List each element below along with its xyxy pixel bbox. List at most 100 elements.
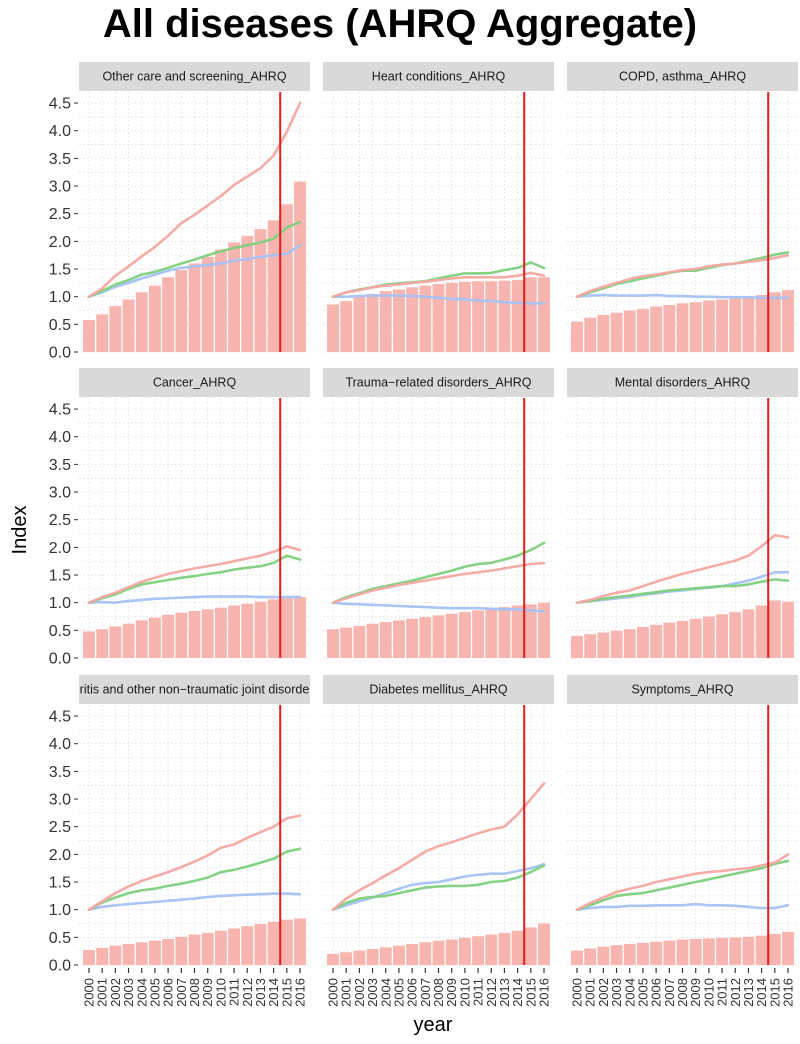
bar: [782, 290, 794, 352]
x-tick-label: 2007: [418, 978, 433, 1007]
bar: [623, 943, 636, 965]
panel-4: Cancer_AHRQ 0.0 0.5 1.0 1.5 2.0 2.5 3.0 3.5 4.0 4.…: [49, 368, 310, 668]
panel-strip: [567, 368, 798, 397]
bar: [538, 923, 550, 965]
bar: [650, 306, 663, 352]
bar: [96, 947, 109, 965]
panel-strip: [79, 368, 310, 397]
series-line-blue: [575, 902, 790, 912]
x-tick-label: 2009: [200, 978, 215, 1007]
bar: [188, 610, 201, 658]
bar: [524, 277, 537, 352]
x-tick-label: 2009: [444, 978, 459, 1007]
bar: [327, 953, 339, 965]
y-tick-label: 1.0: [49, 289, 71, 306]
panel-strip: [79, 675, 310, 704]
bar: [366, 623, 379, 658]
bar: [228, 242, 240, 352]
bar: [485, 281, 498, 352]
bar: [498, 280, 511, 352]
bar: [162, 939, 175, 965]
y-tick-label: 0.5: [49, 930, 71, 947]
x-tick-label: 2005: [147, 978, 162, 1007]
bar: [135, 942, 148, 965]
bar: [241, 926, 254, 965]
series-line-pink: [87, 814, 302, 912]
bar: [393, 620, 405, 658]
series-line-blue: [331, 294, 546, 305]
bar: [650, 941, 663, 965]
x-tick-label: 2005: [391, 978, 406, 1007]
y-tick-label: 0.0: [49, 958, 71, 975]
bar: [353, 625, 366, 658]
bar: [432, 615, 445, 658]
bar: [571, 321, 583, 352]
y-tick-label: 3.0: [49, 485, 71, 502]
bar: [162, 277, 175, 352]
x-tick-label: 2002: [108, 978, 123, 1007]
bar: [458, 612, 471, 658]
y-tick-label: 1.0: [49, 902, 71, 919]
bar: [485, 934, 498, 965]
y-axis-title: Index: [9, 506, 31, 555]
bar: [393, 945, 405, 965]
series-line-blue: [87, 243, 302, 299]
bar: [472, 281, 484, 352]
bar: [755, 605, 768, 658]
series-line-pink: [331, 561, 546, 605]
bar: [241, 235, 254, 352]
bar: [445, 613, 458, 658]
bar: [571, 635, 583, 658]
x-tick-label: 2001: [95, 978, 110, 1007]
y-tick-label: 1.5: [49, 875, 71, 892]
panel-strip: [567, 62, 798, 91]
bar: [294, 181, 306, 352]
panel-strip: [79, 62, 310, 91]
bar: [340, 301, 353, 352]
bar: [149, 617, 161, 658]
bar: [366, 293, 379, 352]
bar: [379, 947, 392, 965]
bar: [498, 607, 511, 658]
bar: [729, 937, 742, 965]
bar: [432, 940, 445, 965]
bar: [327, 629, 339, 658]
series-line-green: [87, 220, 302, 299]
series-line-green: [331, 541, 546, 605]
bar: [716, 937, 728, 965]
bar: [729, 298, 742, 352]
bar: [83, 319, 95, 352]
bar: [214, 930, 227, 965]
bar: [214, 249, 227, 352]
x-tick-label: 2009: [688, 978, 703, 1007]
x-tick-label: 2015: [523, 978, 538, 1007]
bar: [122, 943, 135, 965]
y-tick-label: 3.5: [49, 457, 71, 474]
series-line-blue: [87, 892, 302, 912]
x-tick-label: 2012: [240, 978, 255, 1007]
x-tick-label: 2006: [649, 978, 664, 1007]
x-tick-label: 2010: [457, 978, 472, 1007]
bar: [571, 950, 583, 965]
bar: [623, 629, 636, 658]
bar: [676, 620, 689, 658]
bar: [96, 629, 109, 658]
x-tick-label: 2016: [781, 978, 796, 1007]
bar: [419, 942, 432, 965]
x-tick-label: 2000: [82, 978, 97, 1007]
bar: [702, 300, 715, 352]
bar: [280, 919, 293, 965]
bar: [584, 634, 597, 658]
panel-3: COPD, asthma_AHRQ: [567, 62, 798, 353]
panel-strip: [567, 675, 798, 704]
bar: [267, 599, 280, 658]
bar: [280, 598, 293, 658]
panel-label: Heart conditions_AHRQ: [372, 70, 506, 84]
bar: [610, 312, 623, 352]
x-tick-label: 2007: [174, 978, 189, 1007]
panel-7: ritis and other non−traumatic joint diso…: [49, 675, 310, 1007]
bar: [340, 952, 353, 965]
panel-strip: [323, 675, 554, 704]
x-tick-label: 2008: [431, 978, 446, 1007]
